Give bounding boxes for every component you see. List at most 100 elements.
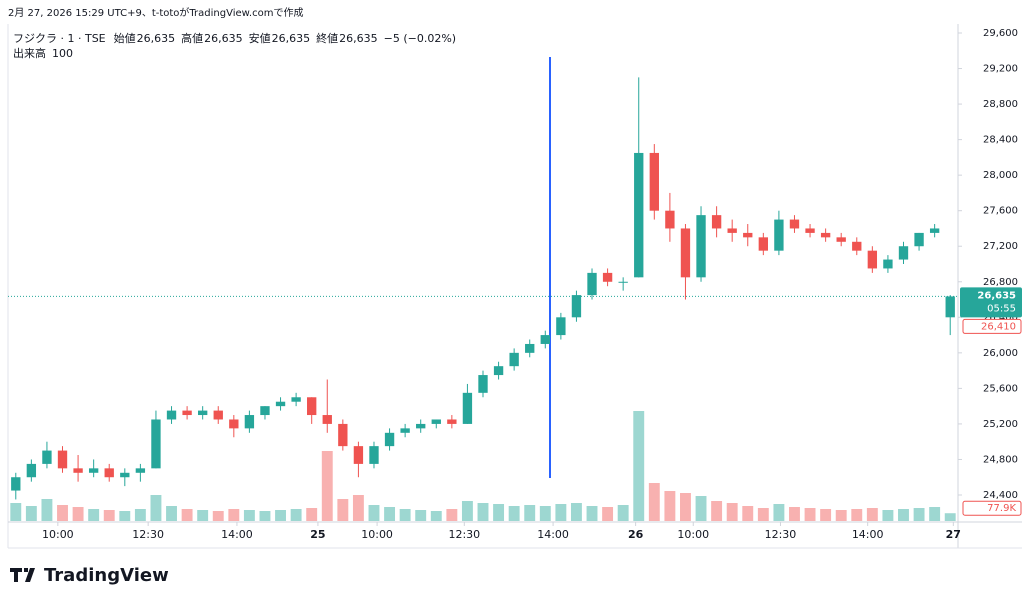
- candle-body: [727, 228, 737, 233]
- candle-body: [743, 232, 753, 238]
- candle-body: [369, 446, 379, 464]
- volume-bar: [368, 505, 380, 521]
- volume-bar: [352, 495, 364, 521]
- legend-symbol: フジクラ · 1 · TSE: [13, 32, 106, 45]
- volume-bar: [539, 506, 551, 521]
- volume-bar: [384, 507, 396, 521]
- volume-bar: [212, 511, 224, 521]
- volume-bar: [898, 509, 909, 521]
- volume-bar: [228, 509, 240, 521]
- legend-field-value: 26,635: [137, 32, 176, 45]
- x-tick-label: 12:30: [132, 528, 164, 541]
- legend-field-label: 始値: [114, 31, 136, 45]
- reference-price-label: 26,410: [981, 321, 1016, 332]
- x-tick-label: 14:00: [852, 528, 884, 541]
- legend: フジクラ · 1 · TSE 始値 26,635 高値 26,635 安値 26,635 終値…: [13, 31, 456, 60]
- x-tick-label: 26: [628, 528, 644, 541]
- y-tick-label: 29,600: [983, 28, 1018, 39]
- candle-body: [11, 477, 21, 491]
- candle-body: [213, 410, 223, 420]
- y-tick-label: 29,200: [983, 64, 1018, 75]
- volume-bar: [197, 510, 209, 521]
- volume-bar: [430, 511, 442, 521]
- volume-bar: [321, 451, 333, 521]
- legend-field-value: 26,635: [204, 32, 243, 45]
- candle-body: [307, 397, 317, 416]
- candle-body: [151, 419, 161, 469]
- x-tick-label: 14:00: [221, 528, 253, 541]
- candle-body: [416, 423, 426, 429]
- candle-body: [820, 232, 831, 238]
- candle-body: [120, 472, 130, 478]
- y-tick-label: 28,000: [983, 170, 1018, 181]
- volume-bar: [25, 506, 37, 521]
- candle-body: [462, 392, 473, 424]
- candle-body: [883, 259, 893, 269]
- candle-body: [73, 468, 83, 473]
- legend-volume-value: 100: [52, 47, 73, 60]
- candle-body: [478, 375, 488, 393]
- candle-body: [789, 219, 800, 229]
- candle-body: [758, 237, 768, 251]
- legend-volume-name: 出来高: [13, 46, 46, 60]
- volume-bar: [804, 508, 816, 521]
- volume-bar: [866, 508, 878, 521]
- volume-bar: [181, 509, 193, 521]
- volume-bar: [10, 503, 22, 521]
- x-tick-label: 14:00: [537, 528, 569, 541]
- caption: 2月 27, 2026 15:29 UTC+9、t-totoがTradingVi…: [8, 6, 303, 19]
- candle-body: [431, 419, 441, 424]
- volume-bar: [570, 503, 582, 521]
- volume-bar: [446, 509, 458, 521]
- y-tick-label: 28,800: [983, 99, 1018, 110]
- candle-body: [275, 401, 286, 407]
- volume-bar: [586, 506, 598, 521]
- volume-bar: [835, 510, 847, 521]
- legend-field-label: 終値: [316, 31, 338, 45]
- candle-body: [353, 446, 364, 464]
- candle-body: [696, 215, 706, 278]
- volume-label-box: [962, 500, 1022, 516]
- volume-bar: [742, 506, 754, 521]
- volume-bar: [306, 508, 318, 521]
- candle-body: [914, 232, 924, 247]
- candle-body: [509, 352, 519, 367]
- candle-body: [556, 317, 566, 336]
- legend-change: −5 (−0.02%): [384, 32, 456, 45]
- volume-bar: [103, 510, 115, 521]
- candle-body: [88, 468, 99, 473]
- candle-body: [182, 410, 192, 416]
- volume-bar: [664, 491, 676, 521]
- reference-price-box: [962, 318, 1022, 334]
- volume-bar: [757, 508, 769, 521]
- y-tick-label: 28,400: [983, 135, 1018, 146]
- candle-body: [525, 343, 535, 353]
- candle-body: [384, 432, 395, 447]
- candle-body: [774, 219, 784, 251]
- candle-body: [805, 228, 815, 233]
- volume-bar: [290, 509, 302, 521]
- last-price-box: [960, 287, 1022, 318]
- candle-body: [400, 428, 410, 433]
- volume-bar: [88, 509, 100, 521]
- y-tick-label: 25,200: [983, 419, 1018, 430]
- x-tick-label: 10:00: [42, 528, 74, 541]
- volume-bar: [602, 507, 614, 521]
- volume-bar: [851, 509, 863, 521]
- candle-body: [680, 228, 691, 278]
- volume-bar: [243, 510, 255, 521]
- candle-body: [929, 228, 940, 233]
- candle-body: [711, 215, 722, 229]
- x-tick-label: 10:00: [677, 528, 709, 541]
- volume-bar: [633, 411, 645, 521]
- volume-bar: [493, 504, 505, 521]
- volume-bar: [477, 503, 489, 521]
- brand-logo: TradingView: [10, 565, 169, 586]
- candle-body: [836, 237, 846, 242]
- volume-bar: [726, 503, 738, 521]
- candle-body: [649, 152, 659, 211]
- candle-body: [291, 397, 301, 402]
- countdown: 05:55: [987, 303, 1016, 314]
- volume-bar: [415, 510, 427, 521]
